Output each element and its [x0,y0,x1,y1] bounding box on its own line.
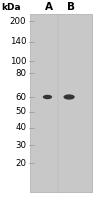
Text: 50: 50 [15,108,26,116]
Text: 100: 100 [10,56,26,66]
Text: 60: 60 [15,92,26,102]
Text: 30: 30 [15,140,26,149]
Ellipse shape [43,95,52,99]
Text: 40: 40 [15,123,26,132]
Text: 80: 80 [15,68,26,77]
Text: A: A [45,2,53,12]
Text: kDa: kDa [1,2,21,11]
Text: 140: 140 [10,38,26,46]
Text: B: B [66,2,75,12]
Text: 20: 20 [15,158,26,168]
FancyBboxPatch shape [30,14,92,192]
Text: 200: 200 [10,17,26,25]
Ellipse shape [63,94,75,100]
